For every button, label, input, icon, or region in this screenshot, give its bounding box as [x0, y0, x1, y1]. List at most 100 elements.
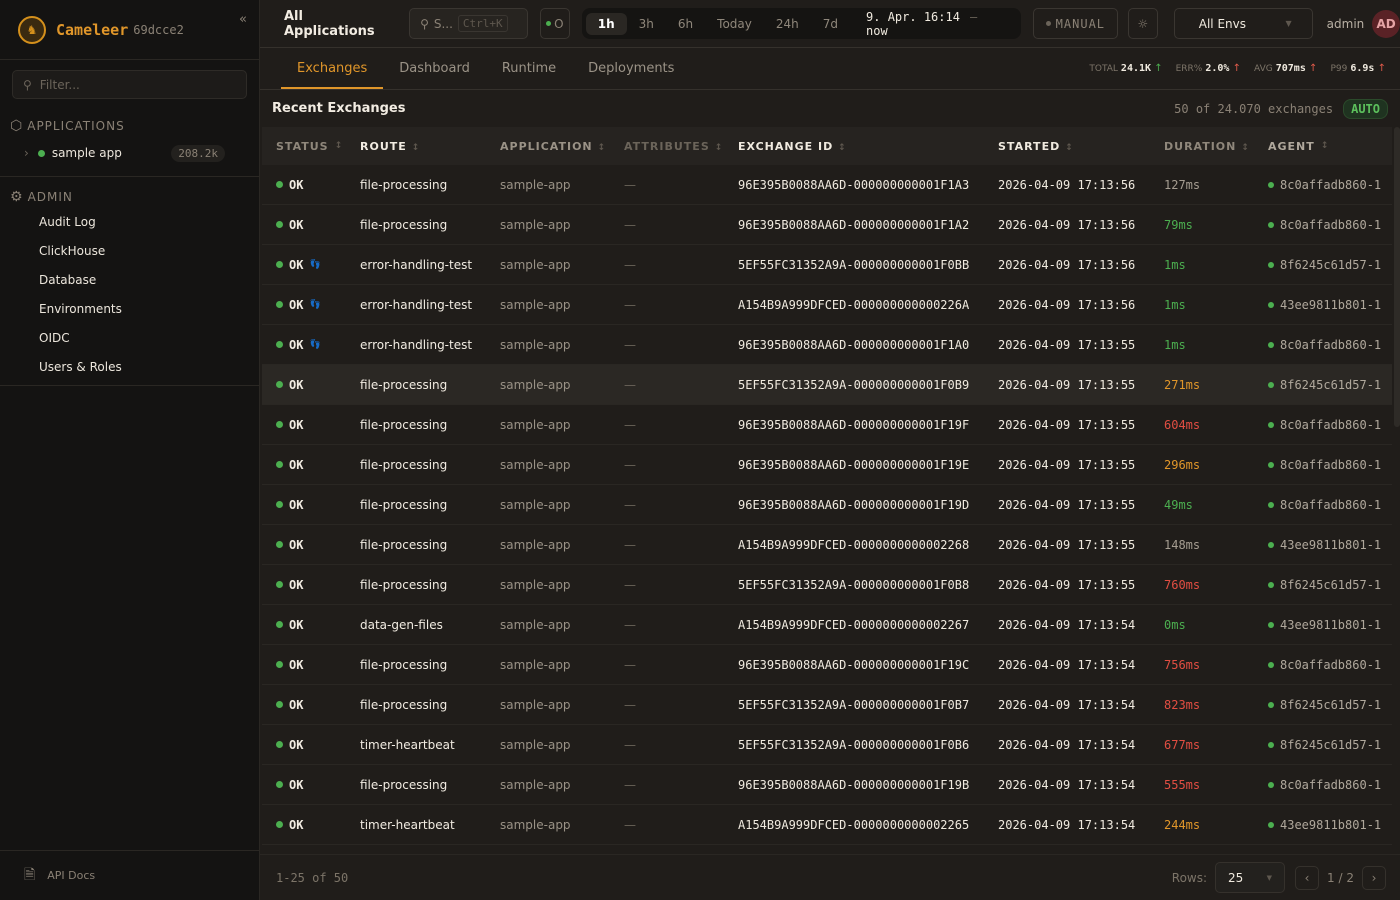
application-cell: sample-app: [500, 577, 571, 592]
duration-cell: 555ms: [1164, 777, 1201, 792]
tab-runtime[interactable]: Runtime: [501, 61, 557, 76]
started-cell: 2026-04-09 17:13:55: [998, 417, 1136, 432]
application-cell: sample-app: [500, 617, 571, 632]
table-row[interactable]: OK file-processing sample-app — 5EF55FC31352…: [262, 685, 1392, 725]
status-dot: [276, 701, 283, 708]
prev-page-button[interactable]: ‹: [1295, 865, 1320, 890]
range-today[interactable]: Today: [717, 16, 752, 31]
sidebar-item-clickhouse[interactable]: ClickHouse: [39, 243, 106, 258]
column-header-status[interactable]: STATUS ↕: [262, 140, 360, 153]
applications-section[interactable]: ⬡ APPLICATIONS: [0, 116, 259, 136]
table-row[interactable]: OK file-processing sample-app — 96E395B0088A…: [262, 405, 1392, 445]
sidebar-item-sample-app[interactable]: › sample app 208.2k: [0, 140, 259, 166]
column-header-agent[interactable]: AGENT ↕: [1268, 140, 1392, 153]
filter-input[interactable]: ⚲ Filter...: [12, 70, 247, 99]
kpi-p99: P99 6.9s ↑: [1330, 63, 1386, 74]
next-page-button[interactable]: ›: [1362, 865, 1386, 890]
rows-per-page-select[interactable]: 25 ▼: [1215, 862, 1286, 893]
range-6h[interactable]: 6h: [677, 16, 694, 31]
column-header-started[interactable]: STARTED ↕: [998, 140, 1164, 153]
column-header-attributes[interactable]: ATTRIBUTES ↕: [624, 140, 738, 153]
table-row[interactable]: OK file-processing sample-app — 96E395B0088A…: [262, 485, 1392, 525]
column-label: ROUTE: [360, 139, 407, 153]
column-header-application[interactable]: APPLICATION ↕: [500, 140, 624, 153]
range-1h[interactable]: 1h: [585, 12, 627, 35]
kpi-value: 24.1K: [1120, 63, 1152, 74]
sidebar-item-database[interactable]: Database: [39, 272, 97, 287]
search-input[interactable]: ⚲ S... Ctrl+K: [409, 8, 529, 39]
tab-dashboard[interactable]: Dashboard: [399, 61, 470, 76]
sidebar-item-users-roles[interactable]: Users & Roles: [39, 359, 122, 374]
username: admin: [1326, 16, 1365, 31]
table-row[interactable]: OK 👣 error-handling-test sample-app — A154B9A…: [262, 285, 1392, 325]
tab-deployments[interactable]: Deployments: [588, 61, 675, 76]
column-label: EXCHANGE ID: [738, 139, 834, 153]
table-row[interactable]: OK file-processing sample-app — 96E395B0088A…: [262, 165, 1392, 205]
live-status-button[interactable]: O: [540, 8, 570, 39]
status-dot: [1268, 381, 1274, 388]
range-24h[interactable]: 24h: [775, 16, 799, 31]
sort-icon: ↕: [1320, 141, 1330, 151]
table-row[interactable]: OK file-processing sample-app — 5EF55FC31352…: [262, 365, 1392, 405]
started-cell: 2026-04-09 17:13:56: [998, 297, 1136, 312]
date-range-picker[interactable]: 9. Apr. 16:14 – now: [850, 10, 1017, 38]
duration-cell: 1ms: [1164, 257, 1186, 272]
duration-cell: 244ms: [1164, 817, 1201, 832]
admin-section[interactable]: ⚙ ADMIN: [0, 187, 259, 207]
attributes-cell: —: [624, 537, 636, 552]
table-row[interactable]: OK file-processing sample-app — 96E395B0088A…: [262, 445, 1392, 485]
status-text: OK: [289, 737, 304, 752]
status-dot: [1268, 341, 1274, 348]
collapse-sidebar-icon[interactable]: «: [239, 12, 247, 27]
route-cell: data-gen-files: [360, 617, 443, 632]
table-row[interactable]: OK data-gen-files sample-app — A154B9A999DFC…: [262, 605, 1392, 645]
environment-select[interactable]: All Envs ▼: [1173, 8, 1313, 39]
application-cell: sample-app: [500, 497, 571, 512]
document-icon: 🗎: [24, 866, 36, 883]
avatar[interactable]: AD: [1372, 9, 1400, 38]
sidebar-item-audit-log[interactable]: Audit Log: [39, 214, 96, 229]
started-cell: 2026-04-09 17:13:55: [998, 337, 1136, 352]
agent-name: 8f6245c61d57-1: [1280, 577, 1382, 592]
kpi-value: 6.9s: [1350, 63, 1375, 74]
exchange-id-cell: 96E395B0088AA6D-000000000001F1A0: [738, 337, 970, 352]
application-cell: sample-app: [500, 297, 571, 312]
status-text: OK: [289, 457, 304, 472]
sidebar-item-environments[interactable]: Environments: [39, 301, 122, 316]
started-cell: 2026-04-09 17:13:56: [998, 257, 1136, 272]
theme-toggle-sun-icon[interactable]: ☼: [1128, 8, 1158, 39]
exchange-id-cell: 96E395B0088AA6D-000000000001F1A3: [738, 177, 970, 192]
status-cell: OK: [262, 658, 360, 672]
auto-refresh-badge[interactable]: AUTO: [1343, 98, 1388, 119]
tab-exchanges[interactable]: Exchanges: [281, 61, 384, 89]
range-7d[interactable]: 7d: [822, 16, 839, 31]
page-title: All Applications: [284, 8, 375, 39]
sidebar-item-oidc[interactable]: OIDC: [39, 330, 70, 345]
status-cell: OK: [262, 378, 360, 392]
api-docs-link[interactable]: 🗎 API Docs: [0, 850, 259, 900]
table-row[interactable]: OK file-processing sample-app — A154B9A999DF…: [262, 525, 1392, 565]
attributes-cell: —: [624, 777, 636, 792]
table-row[interactable]: OK 👣 error-handling-test sample-app — 5EF55FC…: [262, 245, 1392, 285]
table-row[interactable]: OK timer-heartbeat sample-app — A154B9A999DF…: [262, 805, 1392, 845]
table-row[interactable]: OK file-processing sample-app — 96E395B0088A…: [262, 205, 1392, 245]
table-row[interactable]: OK file-processing sample-app — 96E395B0088A…: [262, 645, 1392, 685]
table-row[interactable]: OK file-processing sample-app — 5EF55FC31352…: [262, 565, 1392, 605]
column-header-duration[interactable]: DURATION ↕: [1164, 140, 1268, 153]
table-row[interactable]: OK timer-heartbeat sample-app — 5EF55FC31352…: [262, 725, 1392, 765]
api-docs-label: API Docs: [47, 869, 96, 882]
agent-name: 8f6245c61d57-1: [1280, 257, 1382, 272]
scrollbar[interactable]: [1394, 127, 1400, 427]
column-header-exchange-id[interactable]: EXCHANGE ID ↕: [738, 140, 998, 153]
status-cell: OK: [262, 618, 360, 632]
duration-cell: 127ms: [1164, 177, 1201, 192]
table-row[interactable]: OK file-processing sample-app — 96E395B0088A…: [262, 765, 1392, 805]
table-row[interactable]: OK 👣 error-handling-test sample-app — 96E395B…: [262, 325, 1392, 365]
column-header-route[interactable]: ROUTE ↕: [360, 140, 500, 153]
agent-cell: 8f6245c61d57-1: [1268, 578, 1392, 592]
refresh-mode-button[interactable]: MANUAL: [1032, 8, 1119, 39]
status-dot: [1268, 301, 1274, 308]
agent-cell: 8c0affadb860-1: [1268, 338, 1392, 352]
sidebar: ♞ Cameleer 69dcce2 « ⚲ Filter... ⬡ APPLI…: [0, 0, 260, 900]
range-3h[interactable]: 3h: [638, 16, 654, 31]
